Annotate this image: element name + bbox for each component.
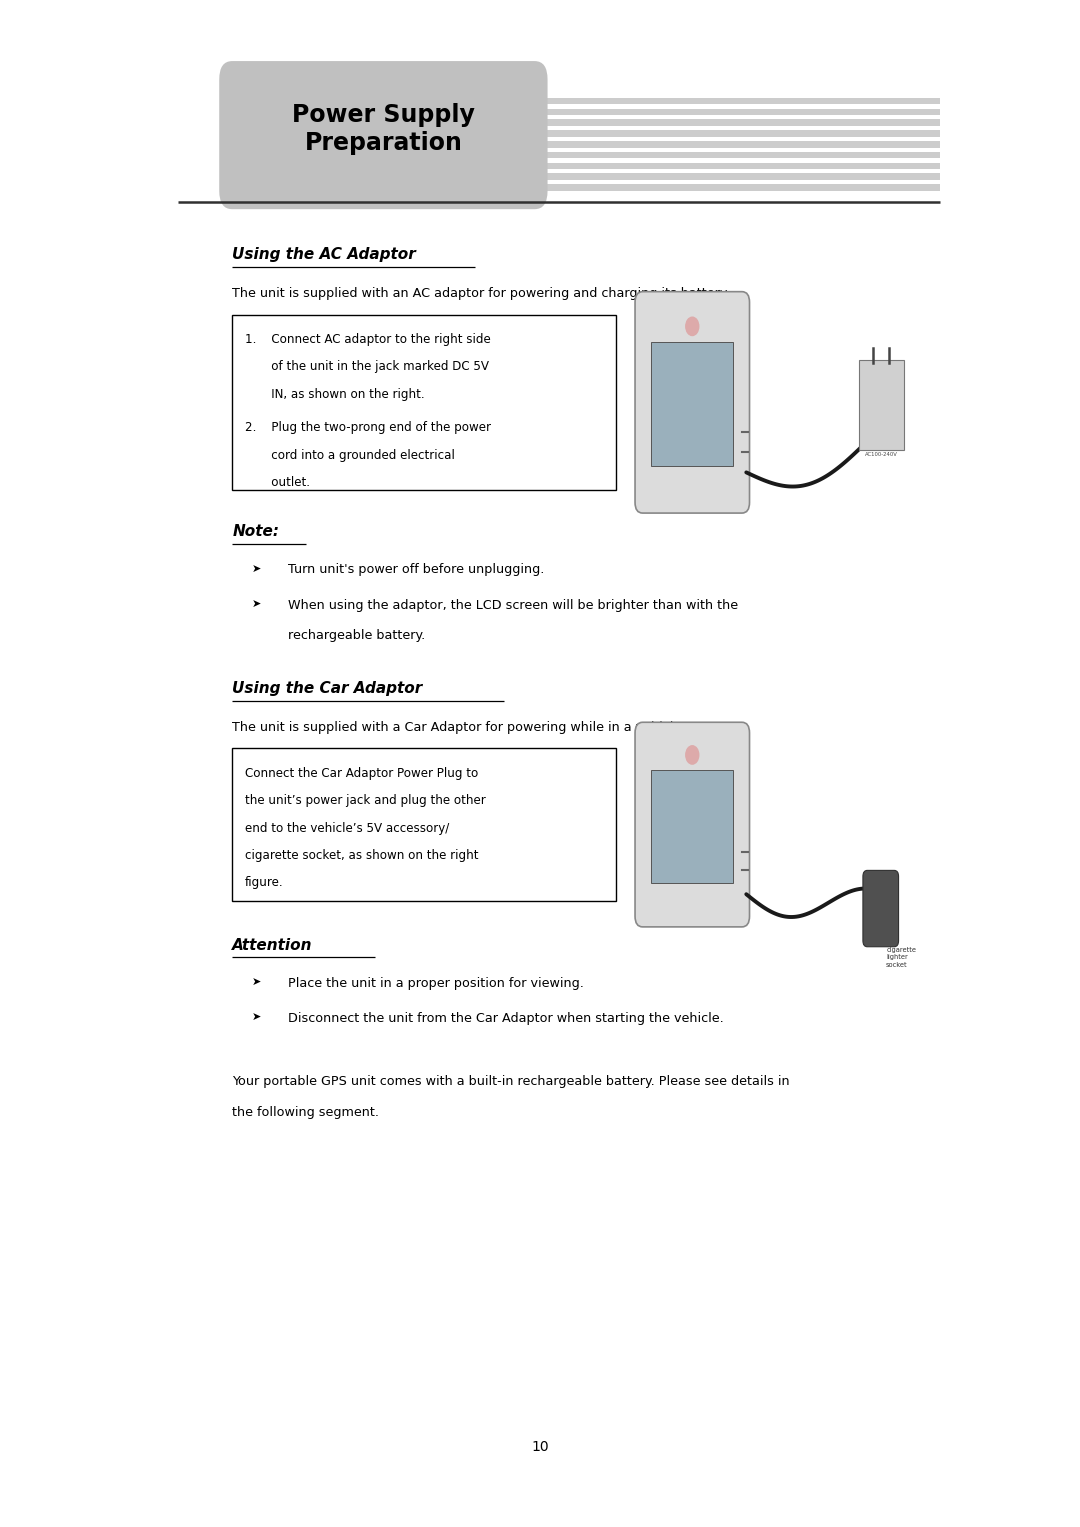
Text: Note:: Note:: [232, 524, 280, 539]
Text: 10: 10: [531, 1440, 549, 1454]
Text: Using the AC Adaptor: Using the AC Adaptor: [232, 247, 416, 263]
Circle shape: [686, 745, 699, 764]
FancyBboxPatch shape: [535, 119, 940, 125]
FancyBboxPatch shape: [651, 770, 733, 883]
FancyBboxPatch shape: [535, 174, 940, 180]
Text: Your portable GPS unit comes with a built-in rechargeable battery. Please see de: Your portable GPS unit comes with a buil…: [232, 1075, 789, 1089]
FancyBboxPatch shape: [863, 870, 899, 947]
FancyBboxPatch shape: [535, 185, 940, 191]
FancyBboxPatch shape: [219, 61, 548, 209]
Text: Using the Car Adaptor: Using the Car Adaptor: [232, 681, 422, 696]
Text: outlet.: outlet.: [245, 476, 310, 490]
Text: When using the adaptor, the LCD screen will be brighter than with the: When using the adaptor, the LCD screen w…: [288, 599, 739, 612]
Text: cigarette socket, as shown on the right: cigarette socket, as shown on the right: [245, 849, 478, 863]
FancyBboxPatch shape: [859, 360, 904, 450]
FancyBboxPatch shape: [535, 108, 940, 115]
Text: of the unit in the jack marked DC 5V: of the unit in the jack marked DC 5V: [245, 360, 489, 374]
Text: Connect the Car Adaptor Power Plug to: Connect the Car Adaptor Power Plug to: [245, 767, 478, 780]
Text: 1.    Connect AC adaptor to the right side: 1. Connect AC adaptor to the right side: [245, 333, 491, 347]
FancyBboxPatch shape: [535, 98, 940, 104]
Text: The unit is supplied with an AC adaptor for powering and charging its battery.: The unit is supplied with an AC adaptor …: [232, 287, 730, 301]
Text: ➤: ➤: [252, 563, 261, 574]
Text: figure.: figure.: [245, 876, 284, 890]
Text: the following segment.: the following segment.: [232, 1106, 379, 1119]
FancyBboxPatch shape: [651, 342, 733, 466]
Text: end to the vehicle’s 5V accessory/: end to the vehicle’s 5V accessory/: [245, 822, 449, 835]
Text: the unit’s power jack and plug the other: the unit’s power jack and plug the other: [245, 794, 486, 808]
Text: ➤: ➤: [252, 1012, 261, 1023]
Bar: [232, 748, 616, 901]
Text: AC100-240V: AC100-240V: [865, 452, 897, 457]
Text: IN, as shown on the right.: IN, as shown on the right.: [245, 388, 424, 402]
Bar: [232, 315, 616, 490]
Text: Disconnect the unit from the Car Adaptor when starting the vehicle.: Disconnect the unit from the Car Adaptor…: [288, 1012, 724, 1026]
Text: Place the unit in a proper position for viewing.: Place the unit in a proper position for …: [288, 977, 584, 991]
FancyBboxPatch shape: [535, 151, 940, 159]
Text: ➤: ➤: [252, 977, 261, 988]
Circle shape: [686, 318, 699, 336]
FancyBboxPatch shape: [635, 722, 750, 927]
Text: cord into a grounded electrical: cord into a grounded electrical: [245, 449, 455, 463]
Text: ➤: ➤: [252, 599, 261, 609]
Text: The unit is supplied with a Car Adaptor for powering while in a vehicle.: The unit is supplied with a Car Adaptor …: [232, 721, 686, 734]
Text: Turn unit's power off before unplugging.: Turn unit's power off before unplugging.: [288, 563, 544, 577]
Text: 2.    Plug the two-prong end of the power: 2. Plug the two-prong end of the power: [245, 421, 491, 435]
FancyBboxPatch shape: [535, 163, 940, 169]
FancyBboxPatch shape: [635, 292, 750, 513]
FancyBboxPatch shape: [535, 140, 940, 148]
Text: Attention: Attention: [232, 938, 313, 953]
Text: cigarette
lighter
socket: cigarette lighter socket: [886, 947, 916, 968]
Text: rechargeable battery.: rechargeable battery.: [288, 629, 426, 643]
Text: Power Supply
Preparation: Power Supply Preparation: [292, 102, 475, 156]
FancyBboxPatch shape: [535, 130, 940, 137]
